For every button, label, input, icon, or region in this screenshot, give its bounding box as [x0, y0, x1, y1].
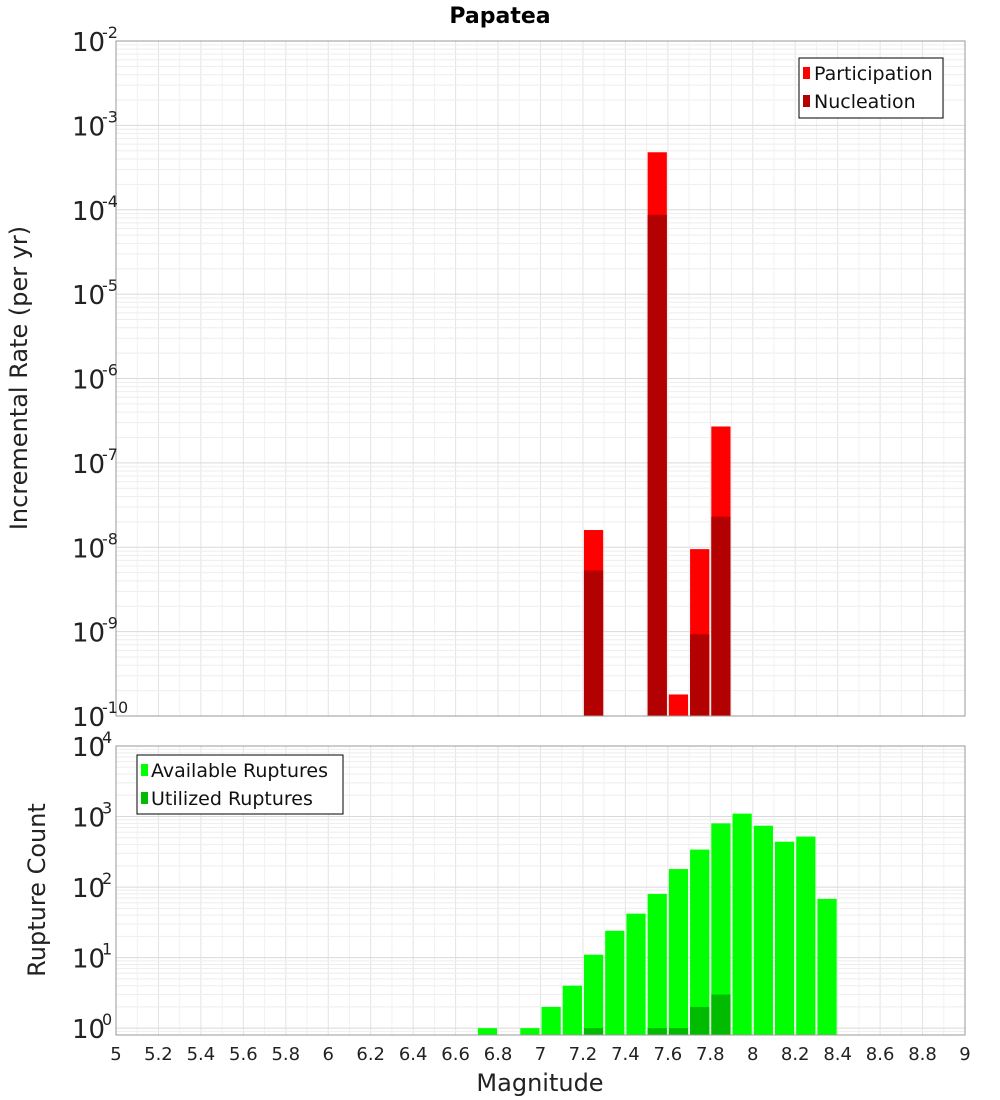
y-tick-label: 10	[72, 733, 105, 763]
y-tick-exponent: 2	[102, 869, 112, 888]
bar-available-ruptures	[647, 893, 667, 1035]
bottom-plot-frame	[115, 745, 966, 1036]
bar-available-ruptures	[753, 825, 773, 1035]
y-tick-exponent: -5	[102, 276, 118, 295]
y-tick-label: 10	[72, 703, 105, 733]
chart-title: Papatea	[449, 4, 550, 29]
legend-swatch-participation	[803, 67, 810, 79]
x-tick-label: 8.8	[908, 1044, 937, 1065]
bar-available-ruptures	[477, 1028, 498, 1035]
y-tick-exponent: -3	[102, 107, 118, 126]
y-tick-label: 10	[72, 28, 105, 58]
y-tick-label: 10	[72, 804, 105, 834]
x-tick-label: 9	[959, 1044, 970, 1065]
x-tick-label: 8.2	[781, 1044, 810, 1065]
y-tick-label: 10	[72, 874, 105, 904]
bar-nucleation	[647, 214, 667, 716]
top-plot-grid	[115, 40, 966, 717]
bar-utilized-ruptures	[583, 1028, 604, 1035]
bar-utilized-ruptures	[668, 1028, 689, 1035]
x-tick-label: 7.4	[611, 1044, 640, 1065]
x-tick-label: 6.8	[484, 1044, 513, 1065]
bar-utilized-ruptures	[690, 1006, 710, 1035]
bar-nucleation	[711, 516, 731, 716]
y-tick-label: 10	[72, 366, 105, 396]
bar-nucleation	[690, 634, 710, 716]
x-tick-label: 6	[323, 1044, 334, 1065]
legend-label-available: Available Ruptures	[151, 760, 328, 782]
bottom-legend: Available Ruptures Utilized Ruptures	[136, 754, 344, 815]
y-tick-label: 10	[72, 619, 105, 649]
top-plot-frame	[115, 40, 966, 717]
bar-available-ruptures	[626, 913, 646, 1035]
x-tick-label: 7.2	[569, 1044, 598, 1065]
bar-available-ruptures	[605, 930, 625, 1035]
legend-label-nucleation: Nucleation	[814, 91, 916, 113]
y-tick-label: 10	[72, 281, 105, 311]
legend-swatch-nucleation	[803, 95, 810, 107]
top-legend: Participation Nucleation	[798, 57, 944, 119]
bar-available-ruptures	[668, 869, 689, 1035]
y-tick-label: 10	[72, 1015, 105, 1045]
x-tick-label: 6.4	[399, 1044, 428, 1065]
bar-available-ruptures	[520, 1028, 540, 1035]
bar-available-ruptures	[817, 898, 837, 1035]
x-tick-label: 5.4	[187, 1044, 216, 1065]
x-tick-label: 5	[110, 1044, 121, 1065]
x-tick-label: 7.8	[696, 1044, 725, 1065]
legend-swatch-available	[141, 764, 148, 776]
bottom-y-axis-label: Rupture Count	[23, 803, 51, 977]
x-tick-label: 5.2	[144, 1044, 173, 1065]
bar-available-ruptures	[562, 985, 582, 1035]
y-tick-exponent: -2	[102, 23, 118, 42]
bar-nucleation	[583, 570, 604, 716]
bar-available-ruptures	[796, 836, 816, 1035]
x-tick-label: 5.6	[229, 1044, 258, 1065]
y-tick-label: 10	[72, 450, 105, 480]
y-tick-exponent: 3	[102, 799, 112, 818]
bottom-plot-bars	[477, 813, 837, 1035]
bar-available-ruptures	[690, 849, 710, 1035]
y-tick-label: 10	[72, 534, 105, 564]
y-tick-exponent: -4	[102, 192, 118, 211]
bar-utilized-ruptures	[711, 994, 731, 1035]
x-axis-label: Magnitude	[476, 1069, 603, 1097]
y-tick-exponent: -10	[102, 698, 128, 717]
top-y-axis-label: Incremental Rate (per yr)	[5, 226, 33, 530]
y-tick-label: 10	[72, 945, 105, 975]
bar-available-ruptures	[711, 823, 731, 1035]
legend-label-utilized: Utilized Ruptures	[151, 788, 313, 810]
legend-label-participation: Participation	[814, 63, 933, 85]
y-tick-exponent: 0	[102, 1010, 112, 1029]
y-tick-exponent: 1	[102, 940, 112, 959]
x-tick-label: 8	[747, 1044, 758, 1065]
y-tick-exponent: -8	[102, 529, 118, 548]
y-tick-exponent: -9	[102, 614, 118, 633]
bar-available-ruptures	[774, 841, 795, 1035]
legend-swatch-utilized	[141, 792, 148, 804]
x-tick-label: 6.6	[441, 1044, 470, 1065]
x-tick-label: 6.2	[356, 1044, 385, 1065]
x-tick-label: 5.8	[271, 1044, 300, 1065]
y-tick-label: 10	[72, 197, 105, 227]
y-tick-exponent: -6	[102, 361, 118, 380]
x-tick-label: 8.6	[866, 1044, 895, 1065]
bottom-x-ticks: 5 5.2 5.4 5.6 5.8 6 6.2 6.4 6.6 6.8 7 7.2 7.4 7.6 7.8 8…	[110, 1044, 970, 1065]
bar-utilized-ruptures	[647, 1028, 667, 1035]
bar-participation	[668, 694, 689, 716]
y-tick-exponent: -7	[102, 445, 118, 464]
bar-available-ruptures	[541, 1006, 561, 1035]
x-tick-label: 7	[535, 1044, 546, 1065]
top-plot-bars	[583, 152, 731, 716]
y-tick-exponent: 4	[102, 728, 112, 747]
x-tick-label: 7.6	[654, 1044, 683, 1065]
y-tick-label: 10	[72, 112, 105, 142]
bar-available-ruptures	[583, 954, 604, 1035]
x-tick-label: 8.4	[823, 1044, 852, 1065]
top-y-ticks: 10-210-310-410-510-610-710-810-910-10	[72, 23, 128, 733]
bar-available-ruptures	[732, 813, 752, 1035]
